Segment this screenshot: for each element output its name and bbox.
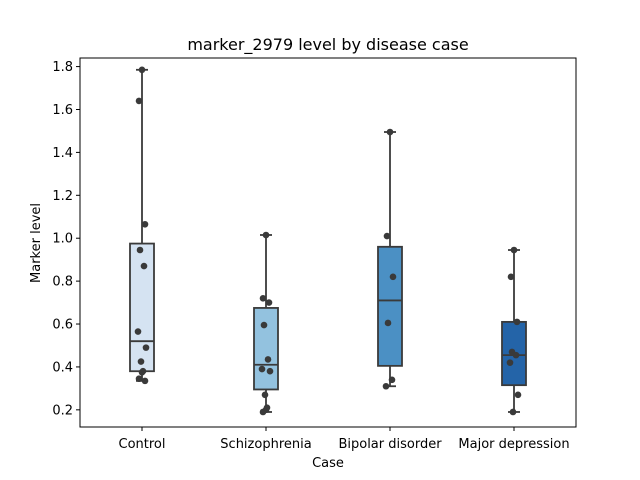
data-point <box>506 359 514 366</box>
y-axis: 0.2 0.4 0.6 0.8 1.0 1.2 1.4 1.6 1.8 <box>52 60 80 418</box>
data-point <box>135 375 143 383</box>
y-tick-label: 0.4 <box>52 360 73 375</box>
data-point <box>135 97 143 105</box>
data-point <box>383 232 391 240</box>
data-point <box>261 391 269 399</box>
data-point <box>512 351 520 359</box>
data-point <box>134 328 142 335</box>
x-axis: Control Schizophrenia Bipolar disorder Majo… <box>119 427 570 452</box>
data-point <box>140 262 148 270</box>
data-point <box>266 367 274 375</box>
data-point <box>264 356 272 363</box>
data-point <box>136 246 144 254</box>
data-point <box>138 66 146 74</box>
y-tick-label: 1.6 <box>52 103 73 118</box>
x-tick-label: Schizophrenia <box>220 437 311 452</box>
y-axis-label: Marker level <box>29 203 44 283</box>
data-point <box>259 294 267 302</box>
y-tick-label: 1.0 <box>52 232 73 247</box>
data-point <box>138 368 146 376</box>
x-tick-label: Major depression <box>458 437 569 452</box>
data-point <box>514 391 522 399</box>
box-group <box>501 249 527 413</box>
box-iqr <box>253 307 279 391</box>
chart-title: marker_2979 level by disease case <box>187 35 468 55</box>
y-tick-label: 1.8 <box>52 60 73 75</box>
box-group <box>377 131 403 388</box>
data-point <box>259 408 267 416</box>
y-tick-label: 1.4 <box>52 146 73 161</box>
data-point <box>258 365 266 373</box>
plot-area <box>129 66 527 416</box>
data-point <box>137 358 145 365</box>
data-point <box>509 408 517 416</box>
y-tick-label: 0.8 <box>52 275 73 290</box>
data-point <box>141 220 149 228</box>
x-tick-label: Bipolar disorder <box>338 437 442 452</box>
data-point <box>141 377 149 385</box>
x-axis-label: Case <box>312 456 344 471</box>
data-point <box>384 319 392 327</box>
box-iqr <box>129 242 155 373</box>
y-tick-label: 0.6 <box>52 318 73 333</box>
data-point <box>389 273 397 281</box>
data-point <box>510 246 518 254</box>
box-iqr <box>377 245 403 367</box>
y-tick-label: 0.2 <box>52 403 73 418</box>
data-point <box>386 128 394 136</box>
y-tick-label: 1.2 <box>52 189 73 204</box>
data-point <box>513 318 521 326</box>
x-tick-label: Control <box>119 437 166 452</box>
data-point <box>262 231 270 239</box>
data-point <box>507 273 515 281</box>
plot-frame <box>79 57 577 428</box>
data-point <box>265 299 273 306</box>
data-point <box>388 376 396 384</box>
data-point <box>382 382 390 390</box>
data-point <box>260 321 268 329</box>
data-point <box>142 344 150 351</box>
